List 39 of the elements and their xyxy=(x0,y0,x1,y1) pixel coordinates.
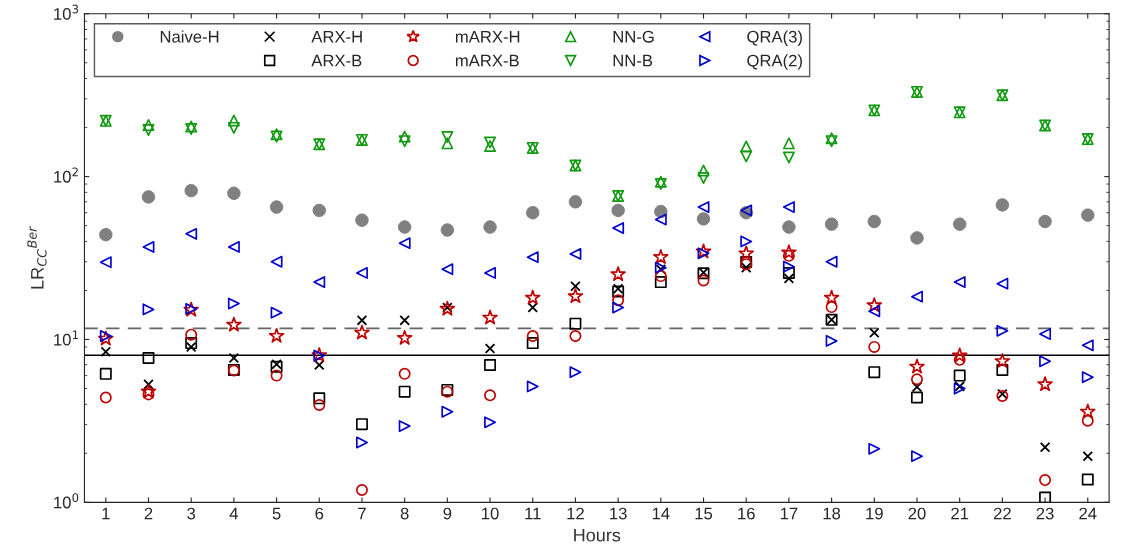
x-tick-label: 9 xyxy=(443,507,452,520)
legend-label: Naive-H xyxy=(160,30,219,43)
legend-label: QRA(3) xyxy=(747,30,802,46)
x-tick-label: 2 xyxy=(144,507,153,520)
x-tick-label: 10 xyxy=(482,507,499,520)
x-tick-label: 15 xyxy=(695,507,713,520)
x-tick-label: 11 xyxy=(525,507,541,520)
y-tick-label: 10$^{2}$ xyxy=(54,167,78,183)
x-tick-label: 14 xyxy=(652,507,670,520)
x-tick-label: 19 xyxy=(866,507,883,520)
x-tick-label: 24 xyxy=(1079,507,1097,520)
x-tick-label: 3 xyxy=(187,507,196,520)
legend-label: mARX-H xyxy=(455,31,520,43)
x-tick-label: 5 xyxy=(272,507,281,520)
y-tick-label: 10$^{1}$ xyxy=(54,330,78,346)
y-tick-label: 10$^{3}$ xyxy=(54,4,79,20)
x-tick-label: 23 xyxy=(1036,507,1054,520)
y-axis-title: LR$_{CC}$$^{Ber}$ xyxy=(27,226,47,289)
x-tick-label: 6 xyxy=(315,507,324,520)
legend-label: QRA(2) xyxy=(747,54,802,70)
x-tick-label: 17 xyxy=(780,507,798,520)
x-axis-title: Hours xyxy=(574,528,621,542)
x-tick-label: 21 xyxy=(951,507,969,520)
x-tick-label: 7 xyxy=(358,507,366,520)
x-tick-label: 4 xyxy=(229,507,239,520)
x-tick-label: 1 xyxy=(102,507,110,520)
legend-label: mARX-B xyxy=(455,54,519,67)
legend-label: NN-G xyxy=(613,30,654,43)
x-tick-label: 13 xyxy=(610,507,627,520)
x-tick-label: 20 xyxy=(908,507,926,520)
y-tick-label: 10$^{0}$ xyxy=(54,493,79,509)
x-tick-label: 18 xyxy=(823,507,841,520)
x-tick-label: 22 xyxy=(993,507,1011,520)
x-tick-label: 12 xyxy=(567,507,584,520)
x-tick-label: 8 xyxy=(400,507,409,520)
legend-label: NN-B xyxy=(613,54,653,67)
x-tick-label: 16 xyxy=(738,507,755,520)
legend-label: ARX-B xyxy=(311,54,362,67)
legend-label: ARX-H xyxy=(311,31,362,43)
